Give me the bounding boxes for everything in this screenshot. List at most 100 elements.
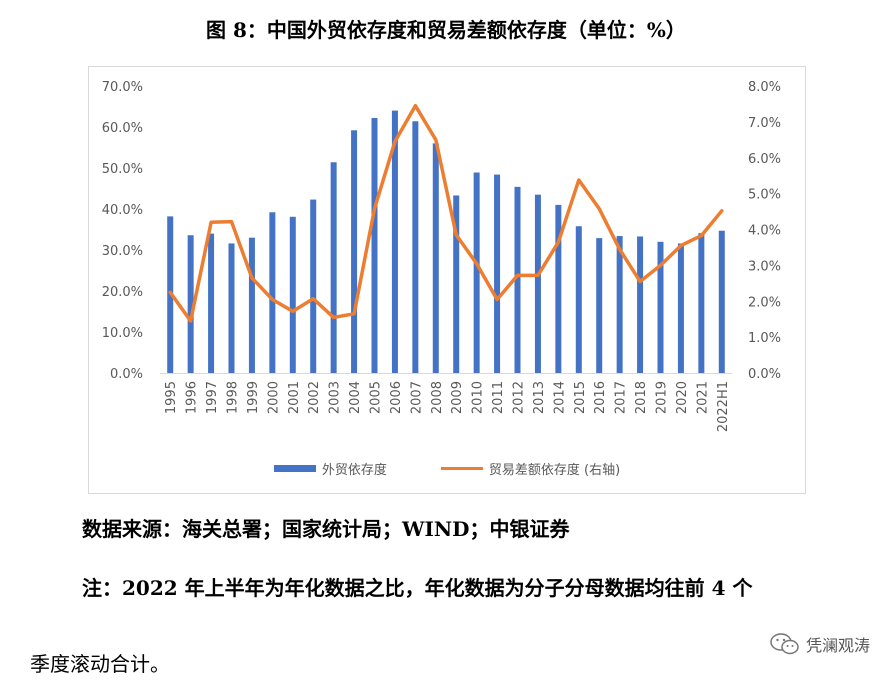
line-point [618,248,621,251]
x-tick-label: 2022H1 [716,381,731,432]
chart-legend: 外贸依存度 贸易差额依存度 (右轴) [88,458,806,478]
bar [351,130,358,373]
line-point [516,274,519,277]
x-tick-label: 1996 [185,381,200,414]
wechat-icon [770,633,799,655]
y-left-tick-label: 40.0% [102,203,143,218]
bar [371,117,378,373]
x-tick-label: 1997 [205,381,220,414]
line-point [169,291,172,294]
x-tick-label: 2004 [348,381,363,414]
bar [391,110,398,373]
bar [637,236,644,373]
x-tick-label: 1998 [226,381,241,414]
bar [208,233,215,373]
y-right-tick-label: 1.0% [748,331,781,346]
bar [657,241,664,373]
y-left-tick-label: 70.0% [102,80,143,95]
y-right-tick-label: 2.0% [748,295,781,310]
bar [494,174,501,373]
x-tick-label: 2012 [512,381,527,414]
bar [534,194,541,373]
x-tick-label: 2011 [491,381,506,414]
x-tick-label: 2019 [655,381,670,414]
y-left-tick-label: 20.0% [102,285,143,300]
x-tick-label: 2015 [573,381,588,414]
line-point [455,233,458,237]
legend-item-bars: 外贸依存度 [273,458,387,478]
y-right-tick-label: 8.0% [748,80,781,95]
x-tick-label: 2010 [471,381,486,414]
y-left-tick-label: 60.0% [102,121,143,136]
line-point [598,207,601,210]
line-point [700,234,703,237]
line-point [332,316,335,319]
line-point [189,319,192,323]
note-continuation: 季度滚动合计。 [30,652,170,676]
line-point [230,220,233,223]
x-tick-label: 1999 [246,381,261,414]
x-tick-label: 1995 [164,381,179,414]
line-point [209,221,213,224]
line-point [271,298,274,301]
x-tick-label: 2001 [287,381,302,414]
bar [310,199,317,373]
watermark: 凭澜观涛 [770,632,870,656]
x-tick-label: 2006 [389,381,404,414]
line-point [393,140,397,143]
bar [228,243,235,373]
x-tick-label: 2016 [593,381,608,414]
note-prefix: 注： [82,576,122,600]
line-point [536,274,540,277]
x-tick-label: 2014 [552,381,567,414]
y-right-tick-label: 3.0% [748,259,781,274]
line-point [557,240,560,244]
line-point [373,207,376,210]
y-right-tick-label: 4.0% [748,224,781,239]
bar [412,121,419,373]
bar [330,162,337,373]
line-point [638,280,642,283]
watermark-text: 凭澜观涛 [805,636,870,655]
line-point [291,310,294,313]
bar [453,195,460,373]
bar [555,204,562,373]
bar [677,243,684,373]
note-text: 注：2022 年上半年为年化数据之比，年化数据为分子分母数据均往前 4 个 [82,578,872,598]
x-tick-label: 2002 [307,381,322,414]
x-tick-label: 2005 [369,381,384,414]
bar [616,236,623,373]
bar [289,216,296,373]
x-tick-label: 2017 [614,381,629,414]
line-point [475,262,478,265]
legend-label-line: 贸易差额依存度 (右轴) [488,462,621,478]
bar [473,172,480,373]
x-tick-label: 2020 [675,381,690,414]
y-left-tick-label: 30.0% [102,244,143,259]
x-tick-label: 2003 [328,381,343,414]
x-tick-label: 2021 [695,381,710,414]
line-point [720,209,723,213]
y-right-tick-label: 0.0% [748,367,781,382]
line-point [577,178,580,182]
x-tick-label: 2018 [634,381,649,414]
bar [514,186,521,373]
source-text: 数据来源：海关总署；国家统计局；WIND；中银证券 [82,517,570,541]
line-point [414,104,417,107]
line-point [679,244,683,247]
bar [575,226,582,373]
line-point [250,276,254,280]
chart: 0.0% 10.0% 20.0% 30.0% 40.0% 50.0% 60.0% 70.0% 0… [102,80,781,432]
series-line [168,103,724,323]
y-left-tick-label: 10.0% [102,326,143,341]
bar [432,143,439,373]
bar [248,237,255,373]
x-tick-label: 2000 [266,381,281,414]
note-body: 2022 年上半年为年化数据之比，年化数据为分子分母数据均往前 4 个 [122,576,753,600]
line-point [659,264,662,267]
line-point [434,138,437,142]
line-point [312,297,315,300]
bar [718,230,725,373]
line-point [495,298,499,301]
page-title: 图 8：中国外贸依存度和贸易差额依存度（单位：%） [206,18,686,42]
